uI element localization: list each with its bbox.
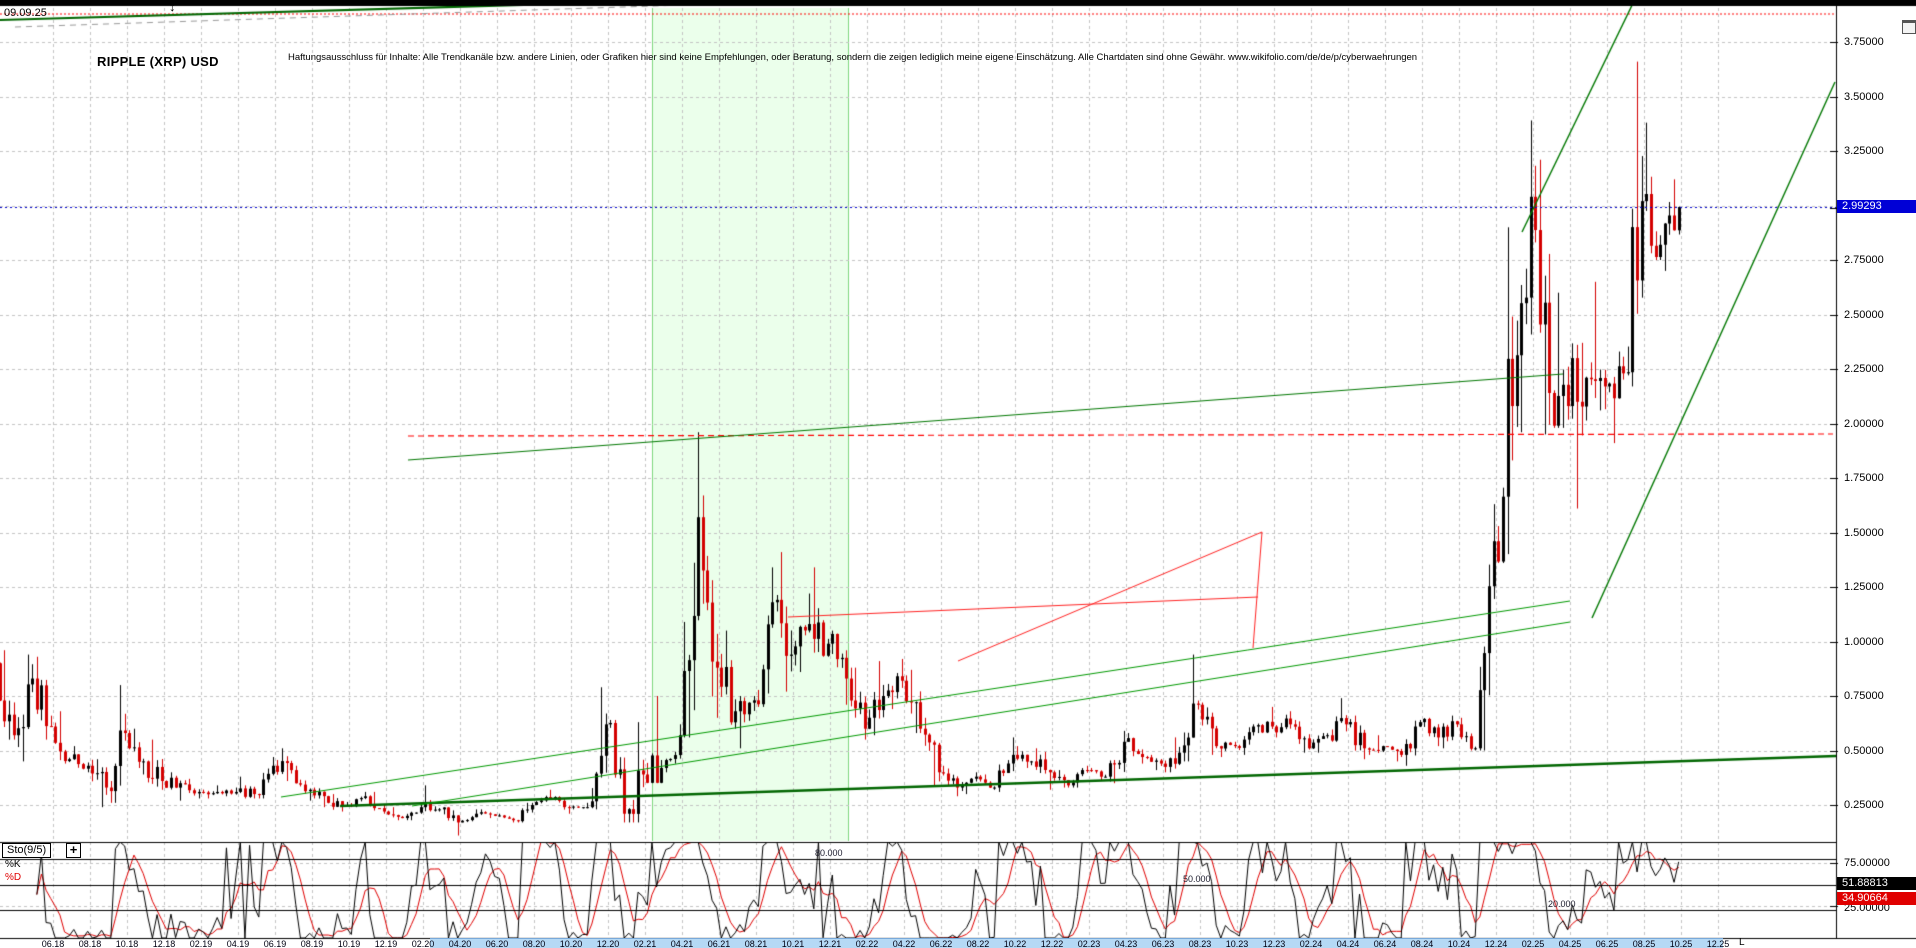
x-axis-label: 12.22 — [1040, 939, 1064, 948]
x-axis-label: 02.19 — [189, 939, 213, 948]
x-axis-label: 12.24 — [1484, 939, 1508, 948]
x-axis-label: 02.20 — [411, 939, 435, 948]
x-axis-label: 12.20 — [596, 939, 620, 948]
x-axis-label: 04.24 — [1336, 939, 1360, 948]
x-axis-label: 04.25 — [1558, 939, 1582, 948]
sto-axis-25-label: 25.00000 — [1844, 902, 1890, 914]
x-axis-label: 08.25 — [1632, 939, 1656, 948]
x-axis-label: 10.24 — [1447, 939, 1471, 948]
x-axis-label: 08.20 — [522, 939, 546, 948]
x-axis-label: 06.20 — [485, 939, 509, 948]
sto-level-20-label: 20.000 — [1548, 899, 1576, 909]
x-axis-label: 08.19 — [300, 939, 324, 948]
x-axis-label: 08.22 — [966, 939, 990, 948]
price-axis-label: 3.50000 — [1844, 90, 1884, 103]
sto-level-80-label: 80.000 — [815, 848, 843, 858]
price-axis-label: 1.00000 — [1844, 635, 1884, 648]
x-axis-label: 04.20 — [448, 939, 472, 948]
price-axis-label: 0.50000 — [1844, 744, 1884, 757]
price-axis-label: 2.50000 — [1844, 308, 1884, 321]
x-axis-label: 10.22 — [1003, 939, 1027, 948]
x-axis-label: 02.25 — [1521, 939, 1545, 948]
x-axis-label: 06.23 — [1151, 939, 1175, 948]
x-axis-label: 06.21 — [707, 939, 731, 948]
price-axis-label: 1.75000 — [1844, 472, 1884, 484]
price-axis-label: 3.75000 — [1844, 36, 1884, 48]
x-axis-highlight-band — [430, 938, 1723, 948]
x-axis-label: 04.19 — [226, 939, 250, 948]
x-axis-label: 08.21 — [744, 939, 768, 948]
x-axis-label: 04.23 — [1114, 939, 1138, 948]
stochastic-d-label: %D — [5, 872, 22, 883]
x-axis-label: 12.23 — [1262, 939, 1286, 948]
x-axis-label: 08.23 — [1188, 939, 1212, 948]
expand-plus-icon[interactable]: + — [66, 843, 81, 858]
x-axis-label: 10.21 — [781, 939, 805, 948]
x-axis-label: 02.22 — [855, 939, 879, 948]
price-axis-label: 0.75000 — [1844, 690, 1884, 702]
resize-cursor-icon: ↕ — [169, 0, 176, 14]
sto-level-50-label: 50.000 — [1183, 874, 1211, 884]
x-axis-label: 10.23 — [1225, 939, 1249, 948]
sto-k-value-tag: 51.88813 — [1837, 877, 1916, 890]
x-axis-label: 08.18 — [78, 939, 102, 948]
price-axis-label: 0.25000 — [1844, 799, 1884, 811]
x-axis-label: 12.21 — [818, 939, 842, 948]
x-axis-label: 12.19 — [374, 939, 398, 948]
x-axis-label: 02.21 — [633, 939, 657, 948]
x-axis-label: 06.18 — [41, 939, 65, 948]
x-axis-label: 06.19 — [263, 939, 287, 948]
x-axis-label: 02.24 — [1299, 939, 1323, 948]
corner-l-glyph: L — [1739, 937, 1745, 948]
chart-title: RIPPLE (XRP) USD — [97, 54, 219, 69]
x-axis-label: 12.18 — [152, 939, 176, 948]
price-axis-label: 2.75000 — [1844, 254, 1884, 266]
x-axis-label: 10.20 — [559, 939, 583, 948]
price-axis-label: 2.00000 — [1844, 417, 1884, 430]
current-price-tag: 2.99293 — [1837, 200, 1916, 213]
sto-d-value-tag: 34.90664 — [1837, 892, 1916, 905]
price-axis-label: 1.50000 — [1844, 526, 1884, 539]
indicator-header[interactable]: Sto(9/5) — [2, 843, 52, 858]
price-axis-label: 3.25000 — [1844, 145, 1884, 157]
x-axis-label: 06.22 — [929, 939, 953, 948]
x-axis-label: 10.19 — [337, 939, 361, 948]
x-axis-label: 10.18 — [115, 939, 139, 948]
x-axis-label: 10.25 — [1669, 939, 1693, 948]
current-date-label: 09.09.25 — [4, 7, 47, 19]
x-axis-label: 02.23 — [1077, 939, 1101, 948]
x-axis-label: 06.24 — [1373, 939, 1397, 948]
x-axis-label: 06.25 — [1595, 939, 1619, 948]
price-axis-label: 2.25000 — [1844, 363, 1884, 375]
disclaimer-text: Haftungsausschluss für Inhalte: Alle Tre… — [288, 52, 1418, 63]
x-axis-label: 04.22 — [892, 939, 916, 948]
x-axis-label: 08.24 — [1410, 939, 1434, 948]
window-minimize-icon[interactable] — [1902, 20, 1916, 34]
sto-axis-75-label: 75.00000 — [1844, 857, 1890, 869]
x-axis-label: 12.25 — [1706, 939, 1730, 948]
x-axis-label: 04.21 — [670, 939, 694, 948]
stochastic-k-label: %K — [5, 859, 21, 870]
price-axis-label: 1.25000 — [1844, 581, 1884, 593]
